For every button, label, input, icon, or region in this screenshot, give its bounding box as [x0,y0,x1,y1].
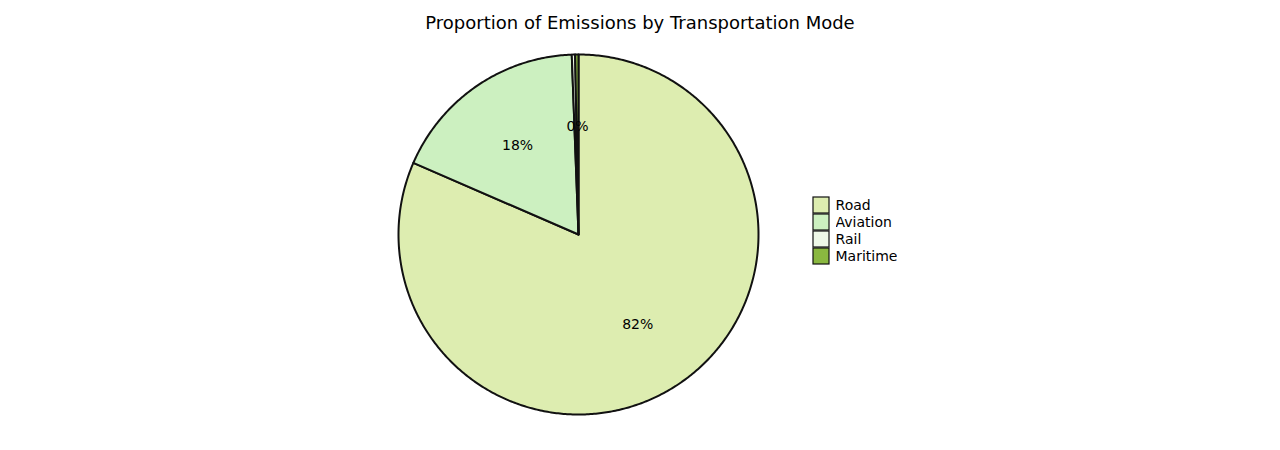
html-text:Road: Road [835,196,871,213]
html-text:Aviation: Aviation [835,213,892,230]
html-text:Maritime: Maritime [835,247,898,264]
svg-text:18%: 18% [502,137,533,153]
html-text:Rail: Rail [835,230,862,247]
svg-text:0%: 0% [566,118,588,134]
html-text:Proportion of Emissions by Tra: Proportion of Emissions by Transportatio… [425,12,855,33]
svg-text:82%: 82% [622,316,653,332]
